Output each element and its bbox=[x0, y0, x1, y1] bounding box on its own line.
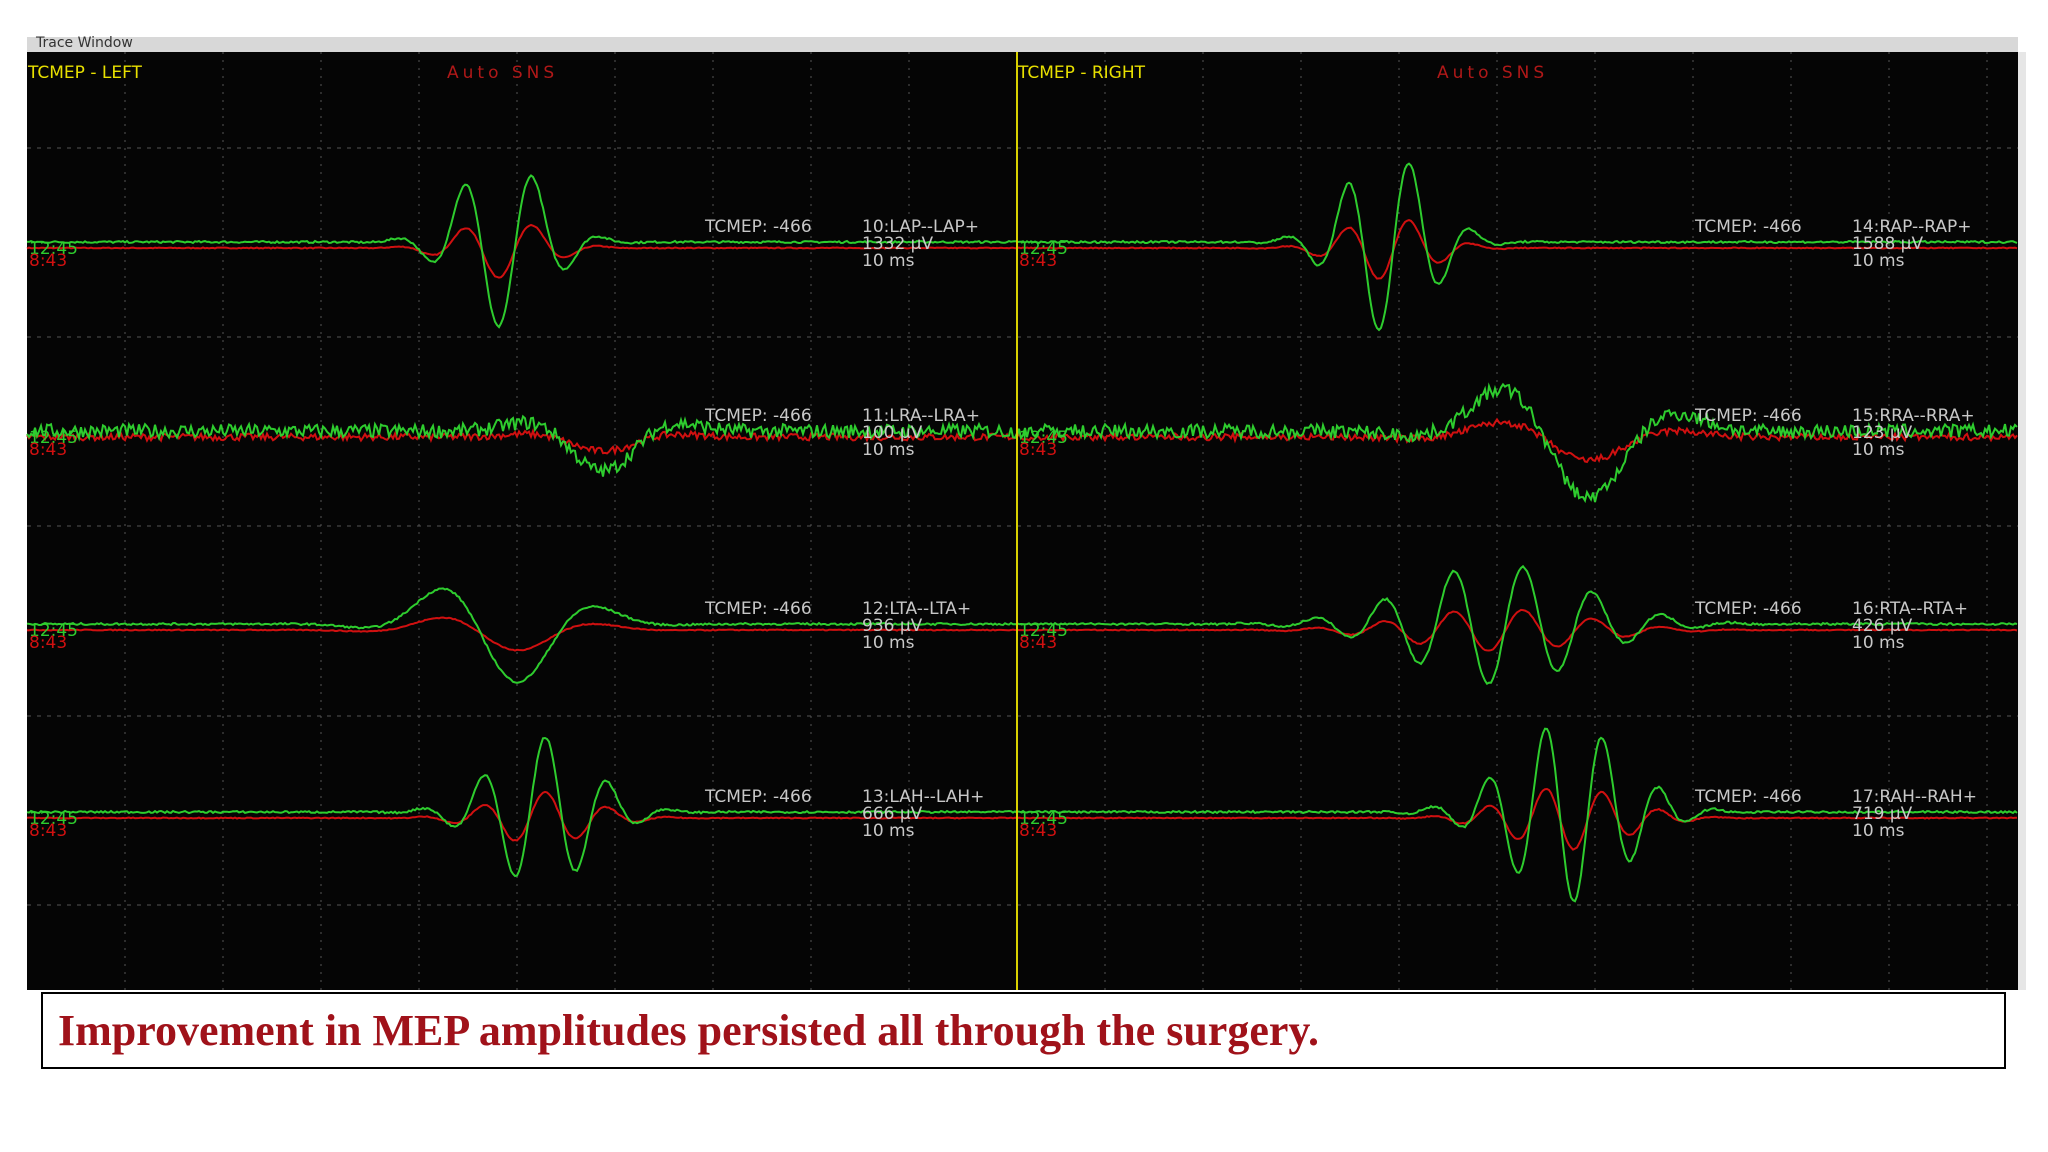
time-red: 8:43 bbox=[1019, 633, 1057, 653]
mode-label: Auto SNS bbox=[447, 63, 558, 83]
green-trace bbox=[26, 414, 1018, 477]
time-red: 8:43 bbox=[1019, 251, 1057, 271]
amplitude: 936 µV bbox=[862, 616, 923, 636]
time-red: 8:43 bbox=[29, 251, 67, 271]
channel-name: 11:LRA--LRA+ bbox=[862, 406, 980, 426]
time-red: 8:43 bbox=[29, 633, 67, 653]
trace-label: TCMEP: -466 bbox=[1694, 217, 1802, 237]
green-trace bbox=[1016, 564, 2018, 686]
panel-title: TCMEP - LEFT bbox=[27, 63, 143, 83]
time-green: 12:45 bbox=[1019, 621, 1068, 641]
red-trace bbox=[1016, 787, 2017, 851]
time-green: 12:45 bbox=[29, 428, 78, 448]
time-scale: 10 ms bbox=[862, 251, 915, 271]
red-trace bbox=[1016, 219, 2018, 280]
channel-name: 12:LTA--LTA+ bbox=[862, 599, 971, 619]
time-red: 8:43 bbox=[29, 821, 67, 841]
channel-name: 16:RTA--RTA+ bbox=[1852, 599, 1968, 619]
time-scale: 10 ms bbox=[1852, 821, 1905, 841]
red-trace bbox=[26, 790, 1018, 842]
waveforms bbox=[26, 162, 2018, 903]
caption-box bbox=[41, 992, 2006, 1069]
time-green: 12:45 bbox=[29, 809, 78, 829]
mode-label: Auto SNS bbox=[1437, 63, 1548, 83]
window-titlebar bbox=[27, 37, 2018, 52]
time-red: 8:43 bbox=[1019, 440, 1057, 460]
time-green: 12:45 bbox=[1019, 239, 1068, 259]
trace-label: TCMEP: -466 bbox=[1694, 599, 1802, 619]
window-title: Trace Window bbox=[35, 35, 133, 51]
red-trace bbox=[26, 616, 1018, 652]
green-trace bbox=[1016, 727, 2018, 903]
amplitude: 1332 µV bbox=[862, 234, 933, 254]
time-scale: 10 ms bbox=[1852, 251, 1905, 271]
channel-name: 17:RAH--RAH+ bbox=[1852, 787, 1977, 807]
trace-window bbox=[27, 52, 2018, 990]
time-green: 12:45 bbox=[29, 239, 78, 259]
green-trace bbox=[26, 587, 1018, 684]
time-red: 8:43 bbox=[29, 440, 67, 460]
trace-label: TCMEP: -466 bbox=[704, 217, 812, 237]
caption: Improvement in MEP amplitudes persisted … bbox=[58, 1006, 1319, 1055]
trace-label: TCMEP: -466 bbox=[704, 599, 812, 619]
amplitude: 719 µV bbox=[1852, 804, 1913, 824]
green-trace bbox=[1016, 162, 2018, 332]
panel-title: TCMEP - RIGHT bbox=[1017, 63, 1146, 83]
green-trace bbox=[26, 174, 1018, 329]
trace-label: TCMEP: -466 bbox=[1694, 406, 1802, 426]
green-trace bbox=[26, 736, 1018, 878]
channel-name: 10:LAP--LAP+ bbox=[862, 217, 979, 237]
amplitude: 123 µV bbox=[1852, 423, 1913, 443]
channel-name: 13:LAH--LAH+ bbox=[862, 787, 984, 807]
time-green: 12:45 bbox=[1019, 428, 1068, 448]
trace-label: TCMEP: -466 bbox=[1694, 787, 1802, 807]
scrollbar bbox=[2018, 52, 2026, 990]
time-scale: 10 ms bbox=[1852, 440, 1905, 460]
grid bbox=[27, 52, 2018, 990]
amplitude: 666 µV bbox=[862, 804, 923, 824]
channel-name: 14:RAP--RAP+ bbox=[1852, 217, 1972, 237]
amplitude: 100 µV bbox=[862, 423, 923, 443]
time-scale: 10 ms bbox=[1852, 633, 1905, 653]
time-red: 8:43 bbox=[1019, 821, 1057, 841]
red-trace bbox=[1016, 608, 2018, 652]
amplitude: 426 µV bbox=[1852, 616, 1913, 636]
time-green: 12:45 bbox=[1019, 809, 1068, 829]
time-scale: 10 ms bbox=[862, 440, 915, 460]
amplitude: 1588 µV bbox=[1852, 234, 1923, 254]
time-scale: 10 ms bbox=[862, 633, 915, 653]
time-green: 12:45 bbox=[29, 621, 78, 641]
channel-name: 15:RRA--RRA+ bbox=[1852, 406, 1975, 426]
trace-label: TCMEP: -466 bbox=[704, 406, 812, 426]
green-trace bbox=[1016, 382, 2018, 504]
time-scale: 10 ms bbox=[862, 821, 915, 841]
red-trace bbox=[26, 223, 1017, 279]
red-trace bbox=[26, 427, 1018, 457]
trace-label: TCMEP: -466 bbox=[704, 787, 812, 807]
